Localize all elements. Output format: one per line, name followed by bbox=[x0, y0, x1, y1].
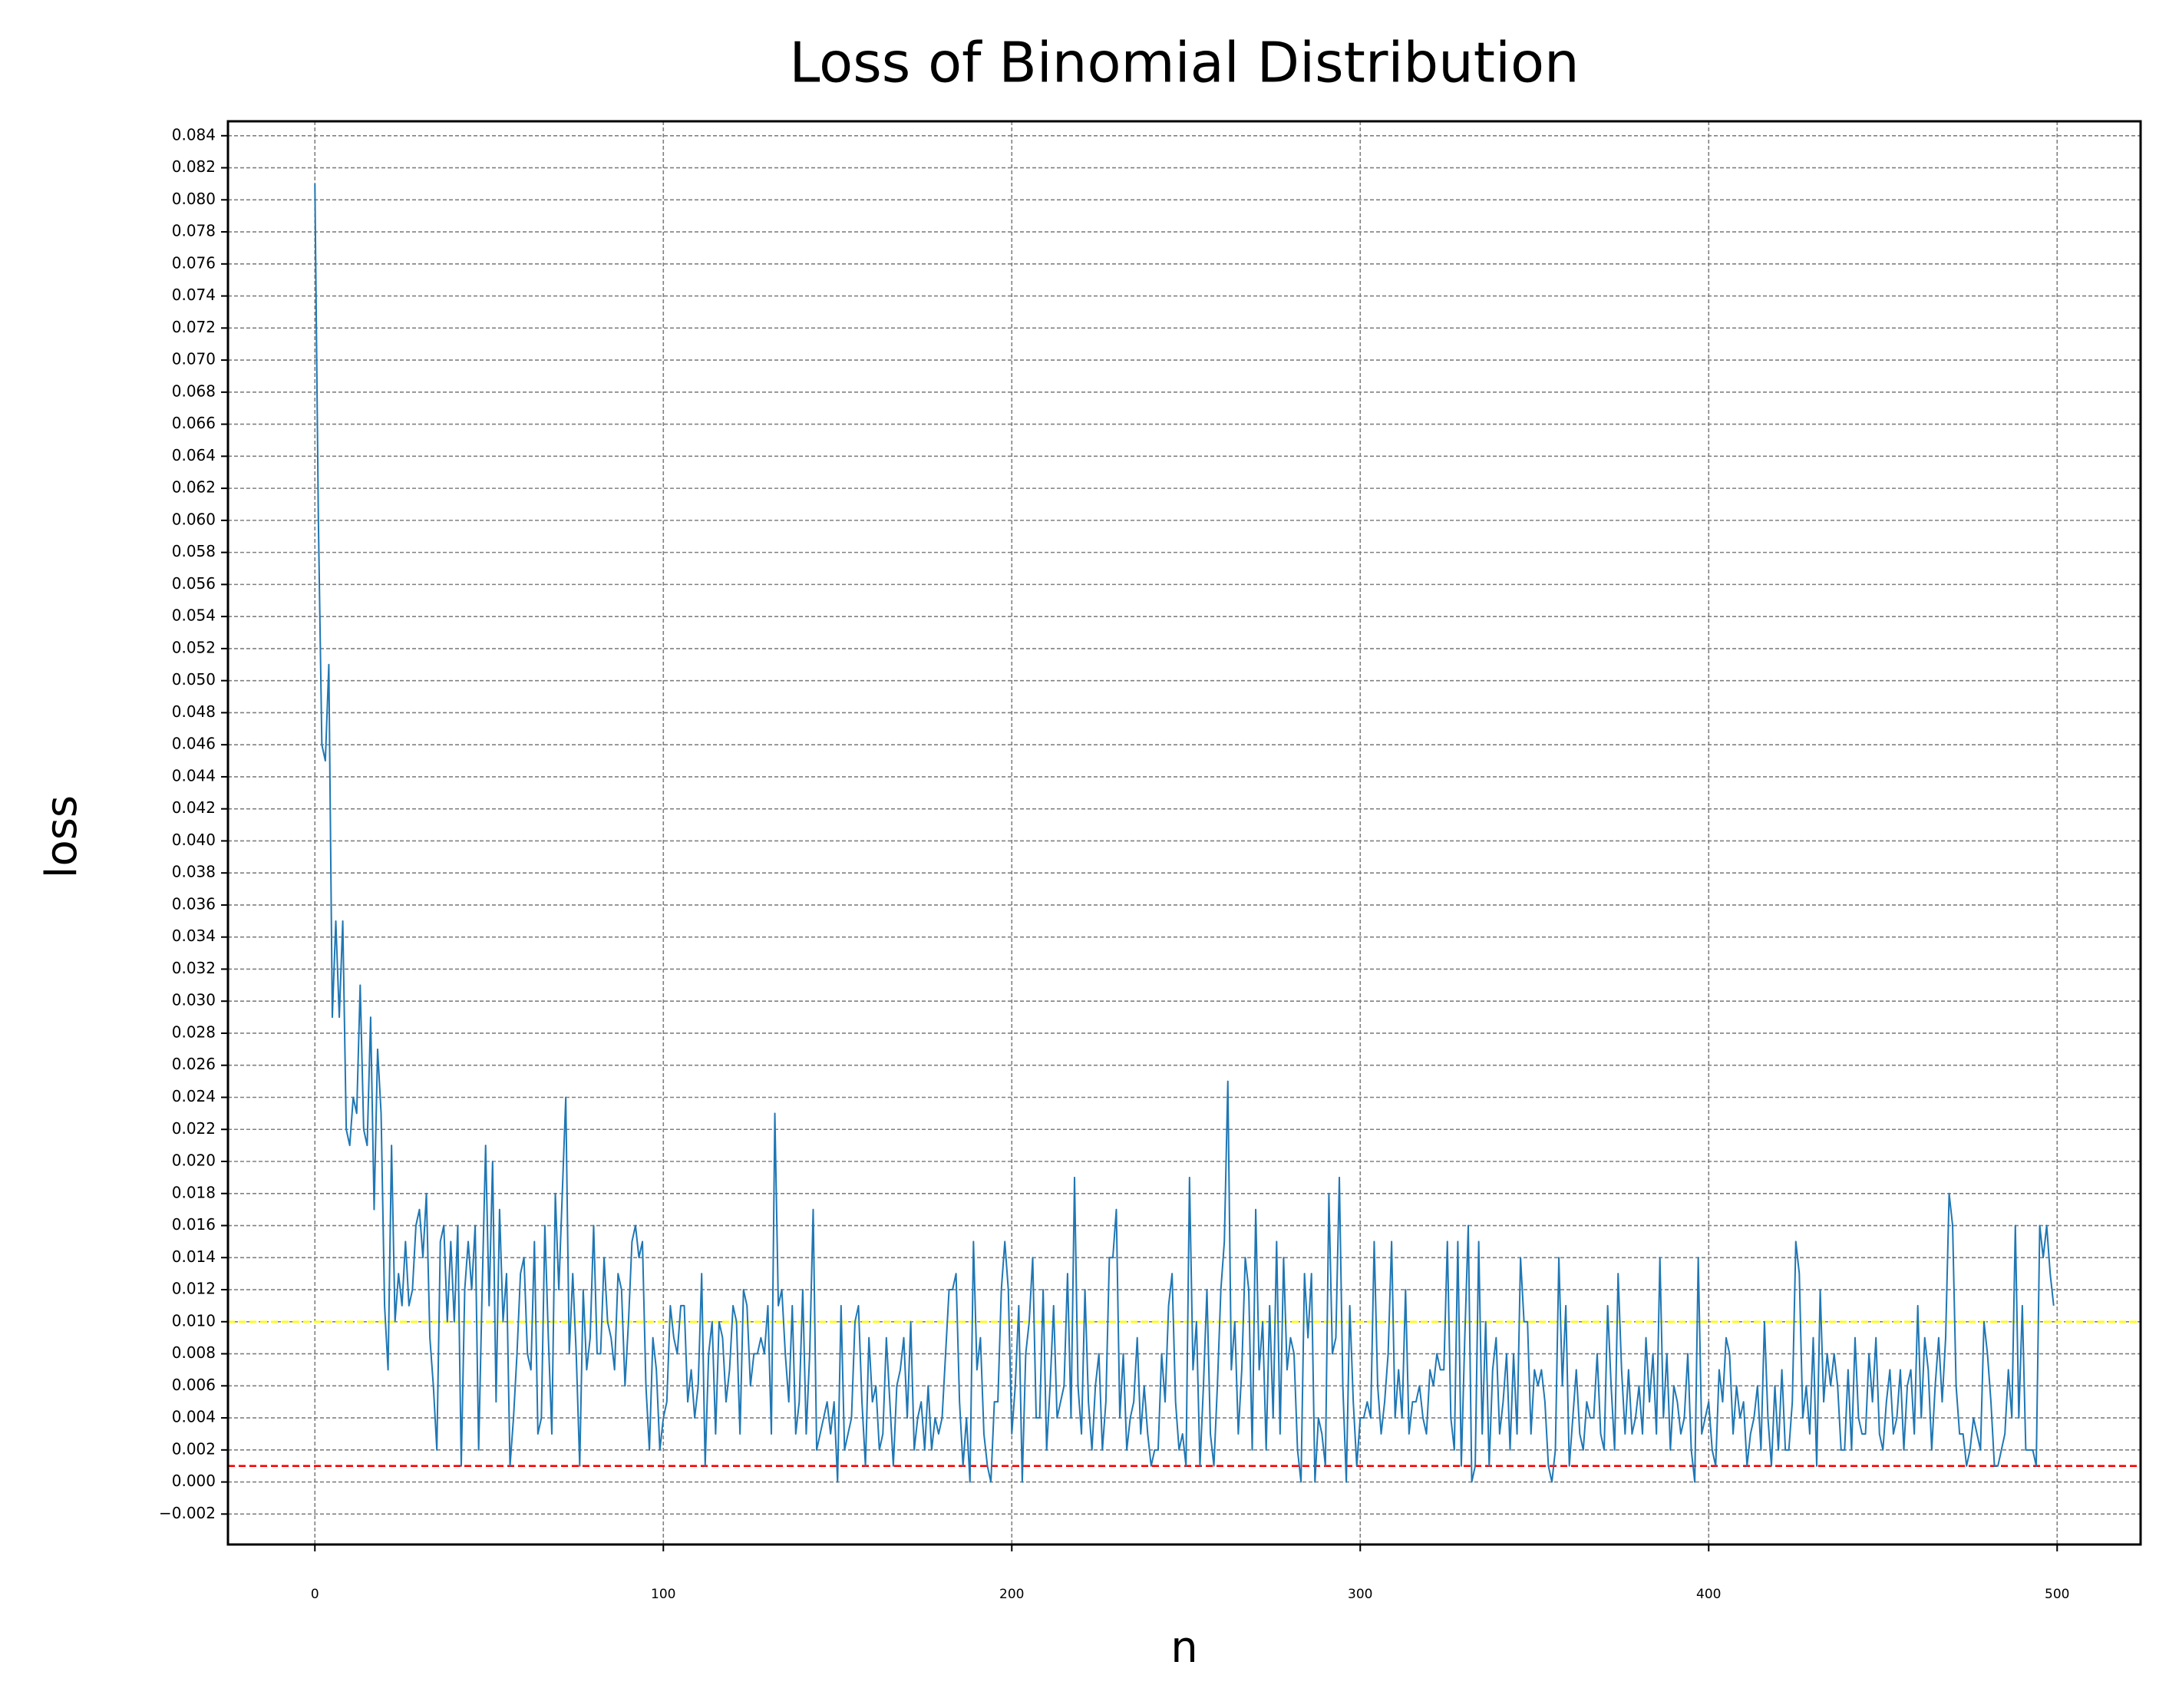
y-tick-label: 0.062 bbox=[172, 478, 216, 497]
data-line bbox=[314, 183, 2055, 1483]
y-tick-label: 0.028 bbox=[172, 1022, 216, 1041]
y-tick-label: 0.014 bbox=[172, 1247, 216, 1266]
y-tick-label: 0.068 bbox=[172, 382, 216, 400]
chart-title: Loss of Binomial Distribution bbox=[789, 31, 1579, 95]
x-tick-label: 200 bbox=[999, 1587, 1024, 1602]
x-tick-label: 100 bbox=[651, 1587, 675, 1602]
y-tick-label: 0.080 bbox=[172, 190, 216, 208]
y-tick-label: 0.038 bbox=[172, 863, 216, 881]
y-tick-label: 0.000 bbox=[172, 1472, 216, 1490]
y-tick-label: 0.010 bbox=[172, 1311, 216, 1330]
y-tick-label: 0.070 bbox=[172, 350, 216, 368]
y-tick-label: 0.046 bbox=[172, 735, 216, 753]
y-tick-label: 0.054 bbox=[172, 606, 216, 625]
x-tick-label: 400 bbox=[1696, 1587, 1721, 1602]
y-tick-label: 0.048 bbox=[172, 702, 216, 721]
y-tick-label: 0.032 bbox=[172, 959, 216, 977]
y-tick-label: 0.030 bbox=[172, 991, 216, 1009]
y-tick-label: 0.018 bbox=[172, 1183, 216, 1201]
y-tick-label: 0.002 bbox=[172, 1439, 216, 1458]
x-tick-label: 300 bbox=[1348, 1587, 1372, 1602]
y-tick-label: 0.056 bbox=[172, 574, 216, 593]
y-tick-label: 0.064 bbox=[172, 446, 216, 464]
y-tick-label: 0.060 bbox=[172, 510, 216, 528]
x-tick-label: 500 bbox=[2045, 1587, 2069, 1602]
y-tick-label: 0.044 bbox=[172, 766, 216, 785]
y-tick-label: 0.016 bbox=[172, 1215, 216, 1234]
y-tick-label: −0.002 bbox=[159, 1504, 216, 1522]
y-tick-label: 0.066 bbox=[172, 414, 216, 432]
y-tick-label: 0.004 bbox=[172, 1408, 216, 1426]
y-tick-label: 0.034 bbox=[172, 927, 216, 945]
y-tick-label: 0.036 bbox=[172, 894, 216, 913]
y-tick-label: 0.022 bbox=[172, 1119, 216, 1138]
y-tick-label: 0.012 bbox=[172, 1280, 216, 1298]
y-tick-label: 0.076 bbox=[172, 253, 216, 272]
y-tick-label: 0.052 bbox=[172, 638, 216, 656]
y-tick-label: 0.082 bbox=[172, 157, 216, 176]
y-tick-label: 0.074 bbox=[172, 286, 216, 304]
y-tick-label: 0.050 bbox=[172, 670, 216, 689]
y-tick-label: 0.026 bbox=[172, 1055, 216, 1073]
y-tick-label: 0.084 bbox=[172, 125, 216, 144]
x-axis-label: n bbox=[1170, 1623, 1198, 1673]
y-tick-label: 0.008 bbox=[172, 1343, 216, 1362]
y-tick-label: 0.058 bbox=[172, 542, 216, 560]
y-tick-label: 0.006 bbox=[172, 1376, 216, 1394]
y-tick-label: 0.020 bbox=[172, 1151, 216, 1170]
y-tick-label: 0.078 bbox=[172, 222, 216, 240]
y-tick-label: 0.042 bbox=[172, 798, 216, 817]
x-tick-label: 0 bbox=[311, 1587, 319, 1602]
plot-frame bbox=[226, 120, 2142, 1546]
y-tick-label: 0.072 bbox=[172, 318, 216, 336]
y-tick-label: 0.040 bbox=[172, 831, 216, 849]
y-axis-label: loss bbox=[37, 795, 87, 878]
y-tick-label: 0.024 bbox=[172, 1087, 216, 1105]
